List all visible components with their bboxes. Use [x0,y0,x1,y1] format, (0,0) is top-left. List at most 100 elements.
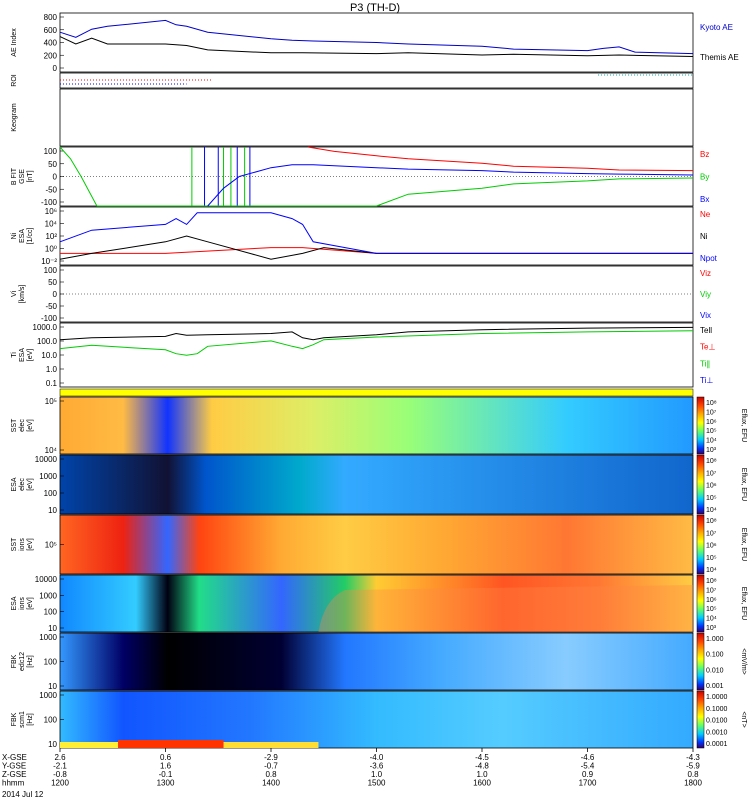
spectrogram-sst2 [59,514,694,575]
colorbar-tick: 10⁴ [706,567,717,574]
legend-Tell: Tell [700,326,712,335]
ylabel-keogram: Keogram [11,103,18,132]
ylabel-line: [eV] [27,478,34,491]
ylabel-vi: Vi [km/s] [11,285,26,304]
series-line-Bx [207,164,694,207]
ytick-label: 100.0 [37,337,58,346]
colorbar-tick: 0.0100 [706,718,728,725]
ytick-label: 10 [48,624,57,633]
ylabel-line: [km/s] [19,285,26,304]
ylabel-line: ESA [11,596,18,610]
colorbar-tick: 10⁵ [706,495,717,502]
panels: AE Index 800 600 400 200 0 Kyoto AE Themis AE RO… [11,12,747,749]
colorbar-tick: 10⁸ [706,518,717,525]
colorbar-esa2 [696,574,705,633]
ytick-label: 0 [53,290,58,299]
colorbar-label: Eflux, EFU [740,409,747,442]
ylabel-line: ROI [11,74,18,87]
ytick-label: 100 [44,266,58,275]
xtick-zgse: -0.8 [53,770,67,779]
ytick-label: 800 [44,13,58,22]
ylabel-line: GSE [19,169,26,184]
ylabel-sst1: SST elec [eV] [11,418,34,432]
xtick-ygse: -3.6 [370,762,384,771]
colorbar-tick: 1.0000 [706,694,728,701]
fbk2-lowfreq-band [223,742,319,748]
series-line-Bz [307,146,694,172]
ytick-label: 600 [44,26,58,35]
ylabel-line: B FIT [11,167,18,185]
ytick-label: 10⁶ [45,207,57,216]
ytick-label: 10000 [35,455,58,464]
ytick-label: 10⁻² [41,257,57,266]
legend-Vix: Vix [700,311,711,320]
xtick-xgse: -4.3 [686,753,700,762]
ylabel-line: Ni [11,232,18,239]
legend-Bx: Bx [700,195,709,204]
ytick-label: 10⁰ [45,245,57,254]
axis-row-label: X-GSE [2,753,27,762]
ylabel-roi: ROI [11,74,18,87]
ytick-label: 1000 [39,472,57,481]
ylabel-line: Ti [11,352,18,358]
ylabel-line: SST [11,537,18,551]
colorbar-label: <mV/m> [740,648,747,674]
xtick-ygse: 1.6 [160,762,172,771]
xtick-hhmm: 1200 [51,779,69,788]
ylabel-line: [eV] [27,349,34,362]
ytick-label: 1.0 [46,365,58,374]
ytick-label: -50 [45,302,57,311]
colorbar-label: Eflux, EFU [740,468,747,501]
ylabel-line: [1/cc] [27,228,34,245]
ylabel-fbk2: FBK scm1 [Hz] [11,711,34,728]
series-line-Kyoto AE [59,19,694,55]
ytick-label: 10000 [35,575,58,584]
colorbar-tick: 10⁷ [706,409,717,416]
ylabel-line: FBK [11,654,18,668]
ytick-label: 1000 [39,591,57,600]
series-line-Tell [59,326,694,341]
ytick-label: 10⁵ [45,397,57,406]
ytick-label: 0 [53,64,58,73]
ytick-label: 1000.0 [33,323,58,332]
ylabel-line: FBK [11,712,18,726]
ytick-label: 100 [44,147,58,156]
ytick-label: 50 [48,160,57,169]
series-line-Ti∥ [59,330,694,356]
colorbar-tick: 10⁷ [706,530,717,537]
colorbar-tick: 10⁶ [706,483,717,490]
legend-Ti∥: Ti∥ [700,359,710,368]
axis-row-label: hhmm [2,779,25,788]
ytick-label: 100 [44,716,58,725]
xtick-zgse: 0.8 [265,770,277,779]
xtick-ygse: -5.4 [581,762,595,771]
spectrogram-sst1 [59,396,694,455]
xtick-zgse: 1.0 [476,770,488,779]
ylabel-line: [nT] [27,170,34,182]
ytick-label: 200 [44,51,58,60]
colorbar-tick: 10⁶ [706,419,717,426]
colorbar-tick: 0.0001 [706,741,728,748]
xtick-zgse: 0.9 [582,770,594,779]
colorbar-tick: 10⁶ [706,543,717,550]
ytick-label: 100 [44,658,58,667]
ytick-label: 100 [44,608,58,617]
xtick-ygse: -5.9 [686,762,700,771]
esa2-boundary [318,585,693,632]
legend-themis-ae: Themis AE [700,53,739,62]
colorbar-tick: 0.0010 [706,729,728,736]
ni-panel [59,206,694,266]
colorbar-tick: 10⁵ [706,606,717,613]
xtick-hhmm: 1600 [473,779,491,788]
ylabel-line: elec [19,419,26,432]
plot-title: P3 (TH-D) [350,2,400,14]
ylabel-line: ions [19,538,26,551]
axis-row-label: Z-GSE [2,770,26,779]
spectrogram-fbk2 [59,690,694,749]
ytick-label: 10⁴ [45,446,58,455]
ytick-label: 10 [48,506,57,515]
ytick-label: 0.1 [46,379,58,388]
colorbar-label: Eflux, EFU [740,587,747,620]
colorbar-tick: 0.100 [706,652,724,659]
